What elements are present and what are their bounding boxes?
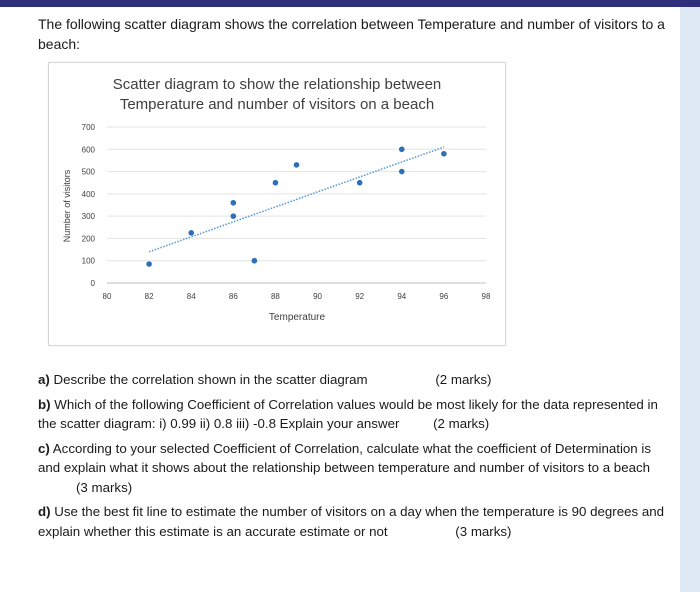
x-tick-label: 84 <box>187 292 196 301</box>
question-d-label: d) <box>38 504 51 519</box>
y-tick-label: 700 <box>82 123 96 132</box>
question-b-label: b) <box>38 396 51 412</box>
chart-title-line1: Scatter diagram to show the relationship… <box>113 76 442 93</box>
data-point <box>293 162 300 168</box>
question-b: b) Which of the following Coefficient of… <box>38 395 668 434</box>
x-tick-label: 98 <box>482 292 491 301</box>
y-tick-label: 600 <box>82 145 96 154</box>
y-tick-label: 200 <box>82 234 96 243</box>
data-point <box>146 261 152 267</box>
question-a-marks: (2 marks) <box>435 372 492 387</box>
scatter-chart: Scatter diagram to show the relationship… <box>48 62 506 346</box>
data-point <box>188 230 195 236</box>
x-tick-label: 94 <box>397 292 406 301</box>
question-d-marks: (3 marks) <box>455 523 512 539</box>
data-point <box>398 146 405 153</box>
data-point <box>398 168 405 175</box>
x-tick-label: 90 <box>313 292 322 301</box>
question-a-label: a) <box>38 372 50 387</box>
axis-layer: 0 100 200 300 400 500 600 700 80 82 84 86 88 90 92 94 96… <box>82 123 491 301</box>
x-tick-label: 82 <box>145 292 154 301</box>
chart-title-line2: Temperature and number of visitors on a … <box>120 96 434 113</box>
question-a-text: Describe the correlation shown in the sc… <box>53 372 368 387</box>
y-tick-label: 500 <box>82 168 96 177</box>
data-point <box>230 199 237 206</box>
top-bar <box>0 0 700 7</box>
x-tick-label: 88 <box>271 292 280 301</box>
x-tick-label: 96 <box>439 292 448 301</box>
y-tick-label: 300 <box>82 212 96 221</box>
x-tick-label: 86 <box>229 292 238 301</box>
y-tick-label: 400 <box>82 190 96 199</box>
x-axis-label: Temperature <box>269 312 326 323</box>
y-tick-label: 100 <box>82 257 96 266</box>
data-point <box>356 179 363 186</box>
points-layer <box>146 146 447 267</box>
data-point <box>251 257 258 264</box>
x-tick-label: 80 <box>103 292 112 301</box>
question-c-text: According to your selected Coefficient o… <box>38 440 651 476</box>
trendline <box>148 146 445 253</box>
question-b-marks: (2 marks) <box>433 416 490 431</box>
questions: a) Describe the correlation shown in the… <box>38 370 668 546</box>
question-c: c) According to your selected Coefficien… <box>38 439 668 498</box>
grid-layer <box>107 126 486 284</box>
chart-svg: Scatter diagram to show the relationship… <box>62 76 491 323</box>
question-d: d) Use the best fit line to estimate the… <box>38 502 668 541</box>
data-point <box>441 150 447 157</box>
question-d-text: Use the best fit line to estimate the nu… <box>38 504 665 539</box>
question-a: a) Describe the correlation shown in the… <box>38 370 668 390</box>
question-c-label: c) <box>38 440 50 456</box>
y-tick-label: 0 <box>91 279 96 288</box>
x-tick-label: 92 <box>355 292 364 301</box>
intro-text: The following scatter diagram shows the … <box>38 16 665 52</box>
y-axis-label: Number of visitors <box>62 169 72 242</box>
question-c-marks: (3 marks) <box>76 479 133 495</box>
question-b-text: Which of the following Coefficient of Co… <box>38 396 658 432</box>
data-point <box>230 213 237 219</box>
trend-layer <box>148 146 445 253</box>
data-point <box>272 179 279 186</box>
right-scroll-strip[interactable] <box>680 7 700 592</box>
